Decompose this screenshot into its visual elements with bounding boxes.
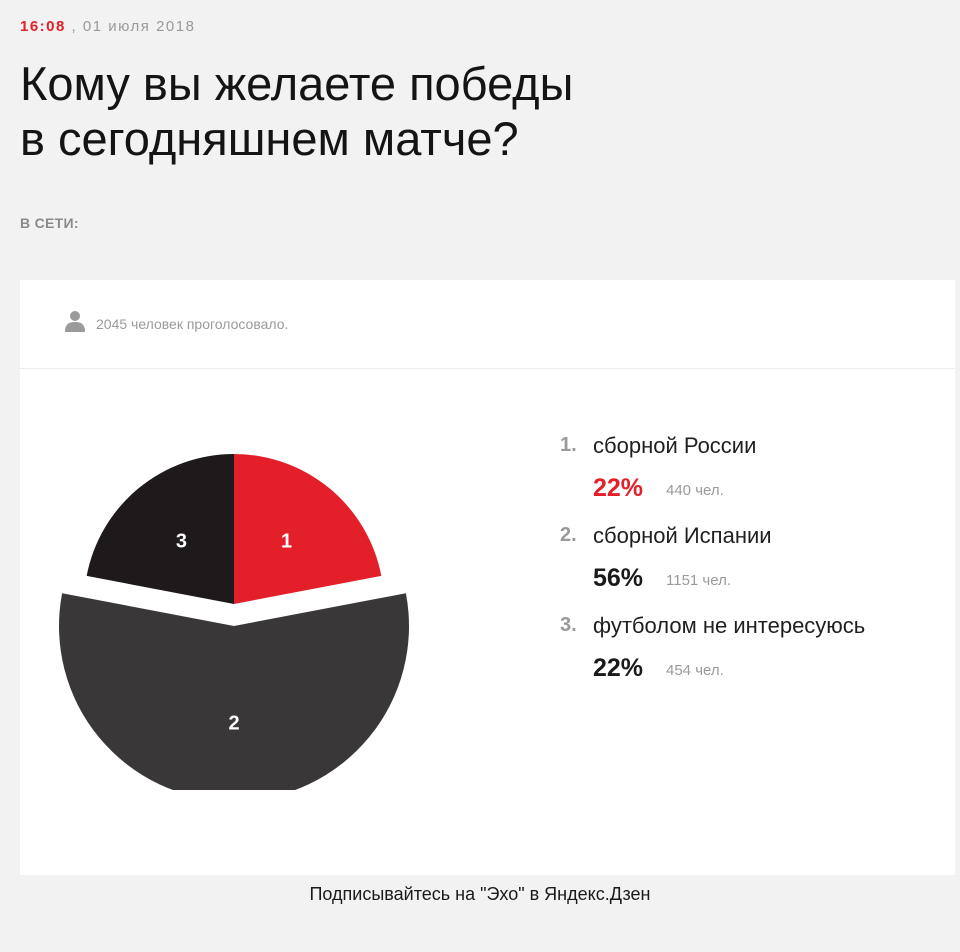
timestamp: 16:08 , 01 июля 2018 <box>20 18 195 35</box>
legend-item: 1. сборной России 22% 440 чел. <box>560 430 950 520</box>
pie-slice-2 <box>58 593 409 790</box>
legend-count: 454 чел. <box>666 662 724 679</box>
legend-label: футболом не интересуюсь <box>593 613 866 638</box>
legend-percent: 56% <box>593 564 644 592</box>
title-line-1: Кому вы желаете победы <box>20 57 574 110</box>
pie-slice-label-1: 1 <box>281 530 292 552</box>
legend-number: 2. <box>560 524 577 546</box>
legend-number: 1. <box>560 434 577 456</box>
pie-chart: 1 2 3 <box>58 454 409 790</box>
legend-percent: 22% <box>593 654 644 682</box>
legend-number: 3. <box>560 614 577 636</box>
legend-count: 440 чел. <box>666 482 724 499</box>
poll-header: 2045 человек проголосовало. <box>20 280 955 369</box>
legend-item: 3. футболом не интересуюсь 22% 454 чел. <box>560 610 950 700</box>
page-title: Кому вы желаете победы в сегодняшнем мат… <box>20 56 780 166</box>
network-label: В СЕТИ: <box>20 215 79 231</box>
time-text: 16:08 <box>20 18 66 35</box>
person-icon <box>65 311 85 332</box>
pie-slice-label-2: 2 <box>228 712 239 734</box>
date-text: 01 июля 2018 <box>82 18 196 35</box>
poll-card: 2045 человек проголосовало. 1 2 3 1. сборно… <box>20 280 955 875</box>
legend-label: сборной Испании <box>593 523 772 548</box>
legend-count: 1151 чел. <box>666 572 732 589</box>
legend-percent: 22% <box>593 474 644 502</box>
title-line-2: в сегодняшнем матче? <box>20 112 519 165</box>
legend-label: сборной России <box>593 433 757 458</box>
pie-slice-1 <box>234 454 382 604</box>
pie-slice-3 <box>86 454 234 604</box>
chart-legend: 1. сборной России 22% 440 чел. 2. сборной Исп… <box>560 430 950 700</box>
voters-count-text: 2045 человек проголосовало. <box>96 316 289 332</box>
footer-subscribe-text: Подписывайтесь на "Эхо" в Яндекс.Дзен <box>309 884 651 904</box>
pie-slice-label-3: 3 <box>176 530 187 552</box>
time-separator: , <box>71 18 78 35</box>
legend-item: 2. сборной Испании 56% 1151 чел. <box>560 520 950 610</box>
